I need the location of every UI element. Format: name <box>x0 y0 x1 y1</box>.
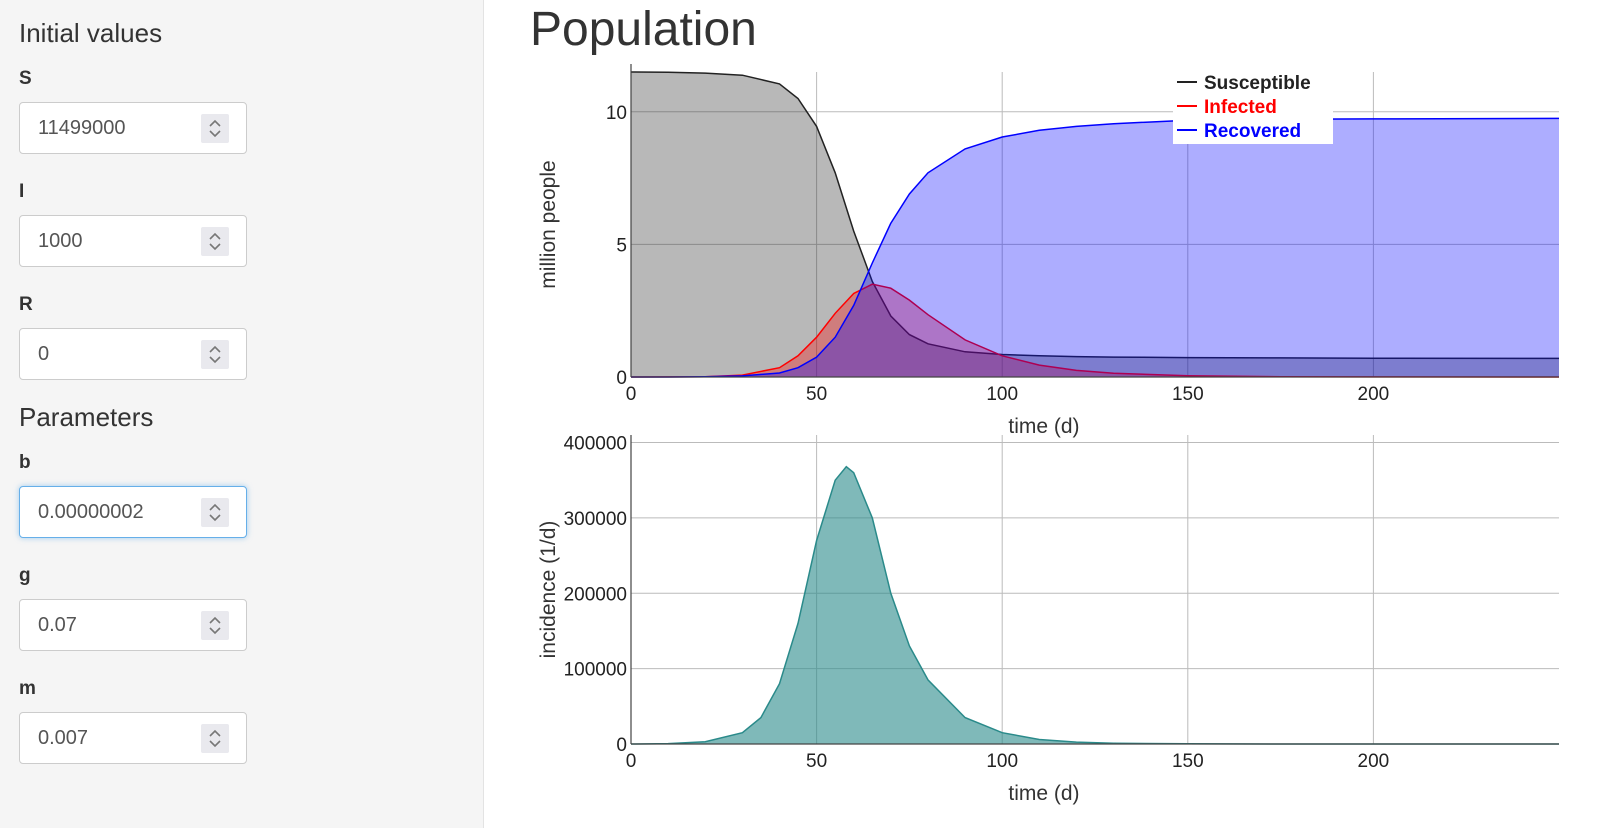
updown-chevron-icon[interactable] <box>201 611 229 640</box>
x-tick-label: 100 <box>986 384 1018 405</box>
b-input-value: 0.00000002 <box>38 501 144 523</box>
x-tick-label: 100 <box>986 751 1018 772</box>
x-tick-label: 50 <box>806 751 827 772</box>
series-recovered-area <box>631 118 1559 378</box>
legend-label-susceptible: Susceptible <box>1204 73 1311 94</box>
y-tick-label: 0 <box>616 735 627 756</box>
sidebar: Initial values S 11499000 I 1000 R 0 Par… <box>0 0 484 828</box>
r-label: R <box>19 294 33 315</box>
page-title: Population <box>530 3 757 56</box>
updown-chevron-icon[interactable] <box>201 498 229 527</box>
updown-chevron-icon[interactable] <box>201 724 229 753</box>
y-tick-label: 100000 <box>564 660 627 681</box>
x-axis-title: time (d) <box>1008 415 1079 438</box>
y-axis-title: incidence (1/d) <box>537 521 560 659</box>
series-incidence-line <box>630 465 1559 745</box>
incidence-chart[interactable]: 0 50 100 150 200 0 100000 200000 300000 400000 tim… <box>485 435 1600 825</box>
b-input[interactable]: 0.00000002 <box>19 486 247 538</box>
s-input-value: 11499000 <box>38 117 126 139</box>
x-tick-label: 50 <box>806 384 827 405</box>
population-chart[interactable]: 0 50 100 150 200 0 5 10 time (d) million people Su… <box>485 60 1600 440</box>
legend-label-recovered: Recovered <box>1204 121 1301 142</box>
y-tick-label: 10 <box>606 103 627 124</box>
series-infected-line <box>630 283 1560 378</box>
i-input-value: 1000 <box>38 230 83 252</box>
parameters-heading: Parameters <box>19 402 154 432</box>
m-input[interactable]: 0.007 <box>19 712 247 764</box>
s-input[interactable]: 11499000 <box>19 102 247 154</box>
y-tick-label: 200000 <box>564 584 627 605</box>
series-recovered-line <box>631 117 1560 378</box>
y-tick-label: 0 <box>616 368 627 389</box>
x-tick-label: 150 <box>1172 751 1204 772</box>
i-label: I <box>19 181 25 202</box>
series-incidence-area <box>631 466 1559 744</box>
r-input-value: 0 <box>38 343 50 365</box>
updown-chevron-icon[interactable] <box>201 340 229 369</box>
series-susceptible-area <box>631 72 1559 377</box>
y-axis-title: million people <box>537 160 560 288</box>
g-label: g <box>19 565 31 586</box>
x-tick-label: 0 <box>626 384 637 405</box>
y-tick-label: 300000 <box>564 509 627 530</box>
legend-background <box>1173 68 1333 144</box>
updown-chevron-icon[interactable] <box>201 227 229 256</box>
legend-label-infected: Infected <box>1204 97 1277 118</box>
x-tick-label: 0 <box>626 751 637 772</box>
b-label: b <box>19 452 31 473</box>
series-susceptible-line <box>630 71 1560 360</box>
m-label: m <box>19 678 36 699</box>
s-label: S <box>19 68 32 89</box>
initial-values-heading: Initial values <box>19 18 163 48</box>
x-tick-label: 200 <box>1358 384 1390 405</box>
updown-chevron-icon[interactable] <box>201 114 229 143</box>
series-infected-area <box>631 284 1559 377</box>
x-tick-label: 150 <box>1172 384 1204 405</box>
g-input[interactable]: 0.07 <box>19 599 247 651</box>
m-input-value: 0.007 <box>38 727 89 749</box>
r-input[interactable]: 0 <box>19 328 247 380</box>
y-tick-label: 400000 <box>564 435 627 455</box>
g-input-value: 0.07 <box>38 614 77 636</box>
main-panel: Population 0 50 100 150 200 0 5 10 time (d) milli… <box>485 0 1600 828</box>
i-input[interactable]: 1000 <box>19 215 247 267</box>
y-tick-label: 5 <box>616 235 627 256</box>
x-axis-title: time (d) <box>1008 782 1079 805</box>
x-tick-label: 200 <box>1358 751 1390 772</box>
